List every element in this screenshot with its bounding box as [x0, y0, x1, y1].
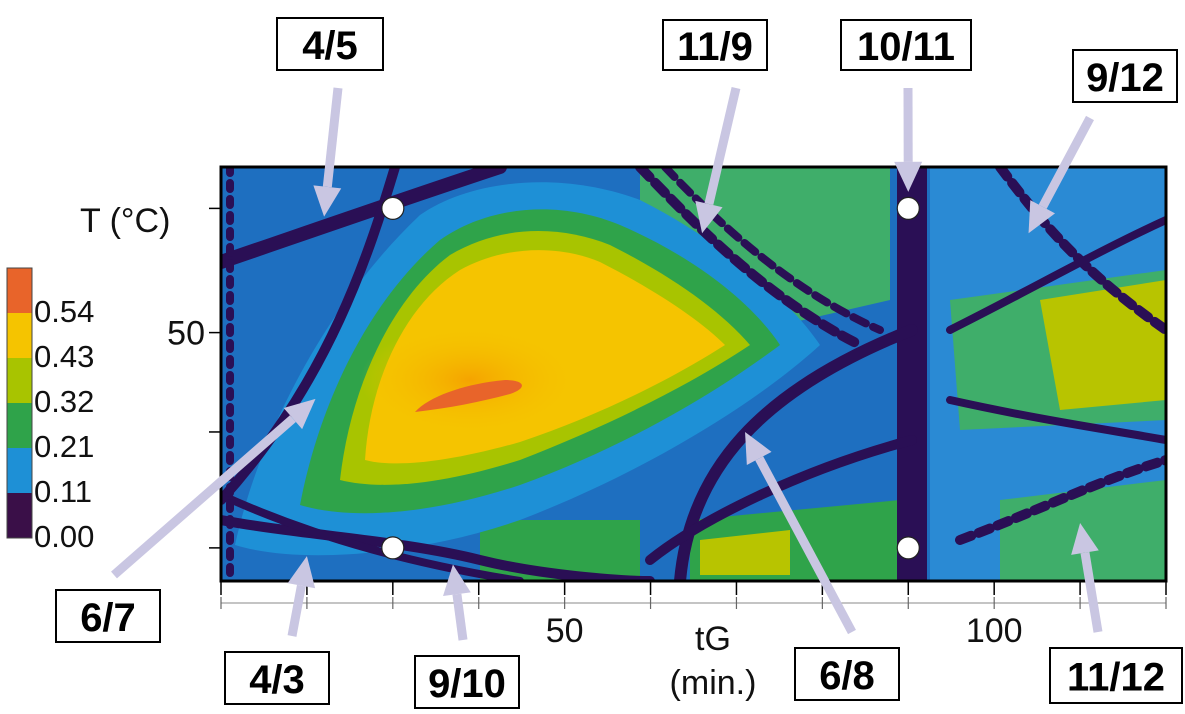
line-right-2	[946, 396, 1166, 444]
colorbar-label: 0.11	[34, 474, 92, 509]
annotation-label: 9/12	[1086, 56, 1164, 100]
heatmap-area	[221, 167, 1166, 581]
colorbar-label: 0.43	[34, 339, 94, 374]
design-point-marker	[381, 196, 405, 220]
y-axis-label: T (°C)	[80, 202, 170, 240]
axes: 50 100 50 T (°C) tG (min.)	[80, 202, 1167, 702]
x-tick-label: 100	[966, 612, 1023, 650]
annotation-box	[840, 19, 972, 71]
design-point-marker	[381, 536, 405, 560]
colorbar-segment	[7, 448, 32, 493]
colorbar-label: 0.32	[34, 384, 94, 419]
annotation-arrow-head	[894, 161, 923, 192]
heat-peak-region	[415, 380, 522, 412]
x-tick-label: 50	[546, 612, 584, 650]
annotation-label: 11/12	[1067, 656, 1165, 700]
annotation-arrow-head	[313, 185, 342, 217]
annotation-arrow-shaft	[111, 415, 296, 579]
line-right-1	[946, 216, 1166, 334]
line-4-5	[221, 167, 507, 269]
heat-band-yellow-bottom-right	[700, 530, 790, 575]
colorbar-segment	[7, 313, 32, 358]
annotation-arrow-head	[695, 200, 723, 234]
annotation-box	[662, 19, 768, 71]
heat-band-yellow-right	[1040, 280, 1166, 410]
design-point-marker	[896, 536, 920, 560]
colorbar-segment	[7, 358, 32, 403]
annotation-arrow-head	[1028, 200, 1056, 234]
annotation-box	[276, 17, 384, 71]
annotation-label: 11/9	[677, 25, 753, 69]
colorbar-label: 0.21	[34, 429, 94, 464]
annotation-arrow-shaft	[287, 584, 306, 637]
heat-lobe-orange-glow	[360, 325, 580, 435]
annotation-box	[224, 651, 330, 705]
annotation-arrow-head	[283, 398, 316, 430]
colorbar-segment	[7, 493, 32, 538]
annotation-label: 10/11	[857, 25, 955, 69]
annotation-box	[1072, 49, 1178, 103]
line-11-9b	[661, 167, 884, 334]
annotation-box	[794, 647, 900, 701]
colorbar-label: 0.00	[34, 519, 94, 554]
annotation-label: 9/10	[428, 662, 506, 706]
annotation-arrow-head	[1071, 523, 1099, 555]
x-axis-unit: (min.)	[670, 664, 757, 702]
annotation-label: 6/8	[819, 654, 875, 698]
x-axis-label: tG	[695, 620, 731, 658]
annotation-box	[55, 589, 161, 643]
line-6-8b	[645, 435, 917, 565]
colorbar-frame	[6, 267, 33, 539]
line-9-10	[221, 491, 524, 581]
annotation-arrow-shaft	[704, 86, 741, 206]
annotation-arrow-shaft	[1038, 115, 1094, 209]
annotation-arrow-shaft	[1080, 551, 1103, 633]
design-point-marker	[896, 196, 920, 220]
design-points	[381, 196, 920, 560]
colorbar-segment	[7, 268, 32, 313]
annotation-arrow-head	[443, 564, 471, 597]
annotation-box	[414, 655, 520, 709]
line-11-9	[635, 167, 865, 350]
annotation-arrow-head	[745, 431, 772, 466]
plot-frame	[219, 165, 1168, 583]
colorbar-segment	[7, 403, 32, 448]
annotation-arrow-shaft	[452, 593, 468, 641]
annotation-label: 4/5	[302, 24, 358, 68]
annotation-arrow-head	[287, 556, 316, 589]
annotation-label: 4/3	[249, 658, 305, 702]
annotation-label: 6/7	[80, 596, 136, 640]
colorbar-label: 0.54	[34, 294, 94, 329]
line-9-12	[995, 167, 1166, 335]
colorbar: 0.54 0.43 0.32 0.21 0.11 0.00	[6, 267, 94, 554]
annotation-box	[1049, 647, 1183, 704]
y-tick-label: 50	[167, 315, 205, 353]
annotation-arrow-shaft	[322, 87, 343, 188]
line-4-3	[221, 515, 655, 581]
line-11-12	[955, 455, 1166, 545]
peak-pair-annotations: 4/5 11/9 10/11 9/12 6/7 4/3 9/10 6/8 11/12	[55, 17, 1183, 709]
annotation-arrow-shaft	[755, 456, 856, 635]
